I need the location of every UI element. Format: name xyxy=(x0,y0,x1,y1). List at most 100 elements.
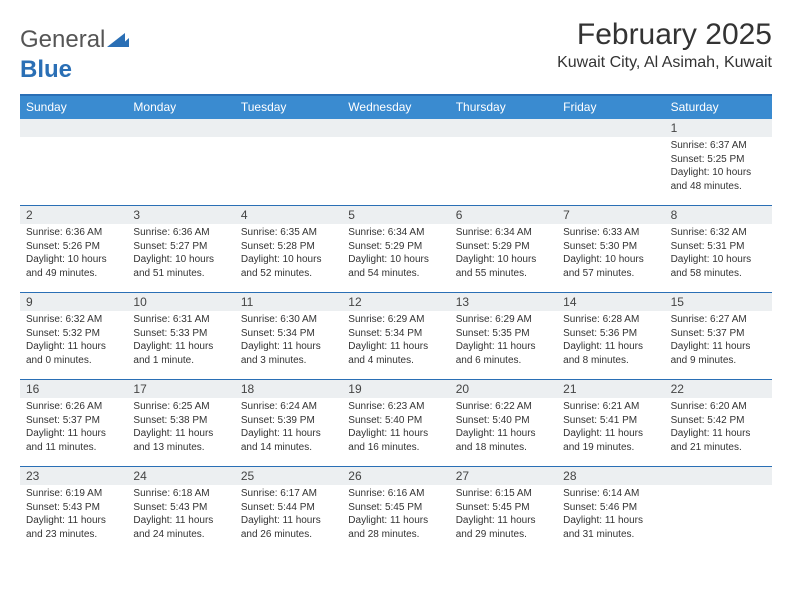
sunrise-text: Sunrise: 6:20 AM xyxy=(671,400,766,414)
sunset-text: Sunset: 5:44 PM xyxy=(241,501,336,515)
day-number-bar: 25 xyxy=(235,467,342,485)
day-number-bar: 21 xyxy=(557,380,664,398)
sunset-text: Sunset: 5:38 PM xyxy=(133,414,228,428)
day-number-bar: 17 xyxy=(127,380,234,398)
day-number-bar xyxy=(20,119,127,137)
day-cell: 19Sunrise: 6:23 AMSunset: 5:40 PMDayligh… xyxy=(342,380,449,466)
sunrise-text: Sunrise: 6:27 AM xyxy=(671,313,766,327)
day-cell: 20Sunrise: 6:22 AMSunset: 5:40 PMDayligh… xyxy=(450,380,557,466)
daylight-text: Daylight: 10 hours and 51 minutes. xyxy=(133,253,228,280)
day-cell: 23Sunrise: 6:19 AMSunset: 5:43 PMDayligh… xyxy=(20,467,127,553)
day-cell: 16Sunrise: 6:26 AMSunset: 5:37 PMDayligh… xyxy=(20,380,127,466)
day-number-bar: 12 xyxy=(342,293,449,311)
sunset-text: Sunset: 5:34 PM xyxy=(348,327,443,341)
day-number-bar: 5 xyxy=(342,206,449,224)
day-number: 16 xyxy=(26,382,121,396)
daylight-text: Daylight: 11 hours and 28 minutes. xyxy=(348,514,443,541)
weeks-grid: 1Sunrise: 6:37 AMSunset: 5:25 PMDaylight… xyxy=(20,119,772,553)
sunset-text: Sunset: 5:34 PM xyxy=(241,327,336,341)
day-number: 26 xyxy=(348,469,443,483)
day-number-bar xyxy=(557,119,664,137)
sunset-text: Sunset: 5:27 PM xyxy=(133,240,228,254)
day-cell: 6Sunrise: 6:34 AMSunset: 5:29 PMDaylight… xyxy=(450,206,557,292)
sunrise-text: Sunrise: 6:33 AM xyxy=(563,226,658,240)
day-number-bar: 15 xyxy=(665,293,772,311)
day-number-bar xyxy=(665,467,772,485)
day-cell xyxy=(127,119,234,205)
sunset-text: Sunset: 5:39 PM xyxy=(241,414,336,428)
day-cell: 26Sunrise: 6:16 AMSunset: 5:45 PMDayligh… xyxy=(342,467,449,553)
sunset-text: Sunset: 5:45 PM xyxy=(348,501,443,515)
sunrise-text: Sunrise: 6:22 AM xyxy=(456,400,551,414)
logo-text-blue: Blue xyxy=(20,56,72,83)
sunset-text: Sunset: 5:33 PM xyxy=(133,327,228,341)
sunrise-text: Sunrise: 6:31 AM xyxy=(133,313,228,327)
day-number: 1 xyxy=(671,121,766,135)
day-cell xyxy=(450,119,557,205)
day-number: 25 xyxy=(241,469,336,483)
day-number-bar: 11 xyxy=(235,293,342,311)
day-cell: 10 Sunrise: 6:31 AMSunset: 5:33 PMDayligh… xyxy=(127,293,234,379)
sunset-text: Sunset: 5:31 PM xyxy=(671,240,766,254)
daylight-text: Daylight: 11 hours and 11 minutes. xyxy=(26,427,121,454)
day-number: 23 xyxy=(26,469,121,483)
sunrise-text: Sunrise: 6:35 AM xyxy=(241,226,336,240)
day-number: 17 xyxy=(133,382,228,396)
day-cell: 7Sunrise: 6:33 AMSunset: 5:30 PMDaylight… xyxy=(557,206,664,292)
daylight-text: Daylight: 11 hours and 14 minutes. xyxy=(241,427,336,454)
month-title: February 2025 xyxy=(557,18,772,52)
day-number-bar: 16 xyxy=(20,380,127,398)
daylight-text: Daylight: 11 hours and 19 minutes. xyxy=(563,427,658,454)
dow-tuesday: Tuesday xyxy=(235,96,342,119)
day-number: 6 xyxy=(456,208,551,222)
dow-monday: Monday xyxy=(127,96,234,119)
day-number: 7 xyxy=(563,208,658,222)
sunset-text: Sunset: 5:35 PM xyxy=(456,327,551,341)
dow-friday: Friday xyxy=(557,96,664,119)
day-cell: 24Sunrise: 6:18 AMSunset: 5:43 PMDayligh… xyxy=(127,467,234,553)
sunrise-text: Sunrise: 6:26 AM xyxy=(26,400,121,414)
day-number-bar: 7 xyxy=(557,206,664,224)
day-cell: 13Sunrise: 6:29 AMSunset: 5:35 PMDayligh… xyxy=(450,293,557,379)
sunrise-text: Sunrise: 6:32 AM xyxy=(26,313,121,327)
day-number-bar: 13 xyxy=(450,293,557,311)
day-cell: 2Sunrise: 6:36 AMSunset: 5:26 PMDaylight… xyxy=(20,206,127,292)
day-cell: 28Sunrise: 6:14 AMSunset: 5:46 PMDayligh… xyxy=(557,467,664,553)
sunrise-text: Sunrise: 6:37 AM xyxy=(671,139,766,153)
day-number-bar: 18 xyxy=(235,380,342,398)
day-cell: 25Sunrise: 6:17 AMSunset: 5:44 PMDayligh… xyxy=(235,467,342,553)
daylight-text: Daylight: 11 hours and 29 minutes. xyxy=(456,514,551,541)
day-number: 10 xyxy=(133,295,228,309)
day-number: 18 xyxy=(241,382,336,396)
daylight-text: Daylight: 10 hours and 54 minutes. xyxy=(348,253,443,280)
day-cell: 1Sunrise: 6:37 AMSunset: 5:25 PMDaylight… xyxy=(665,119,772,205)
daylight-text: Daylight: 11 hours and 18 minutes. xyxy=(456,427,551,454)
sunrise-text: Sunrise: 6:28 AM xyxy=(563,313,658,327)
sunrise-text: Sunrise: 6:18 AM xyxy=(133,487,228,501)
day-cell: 27Sunrise: 6:15 AMSunset: 5:45 PMDayligh… xyxy=(450,467,557,553)
day-number-bar: 14 xyxy=(557,293,664,311)
daylight-text: Daylight: 11 hours and 4 minutes. xyxy=(348,340,443,367)
day-number-bar xyxy=(235,119,342,137)
day-cell: 8Sunrise: 6:32 AMSunset: 5:31 PMDaylight… xyxy=(665,206,772,292)
day-number-bar: 26 xyxy=(342,467,449,485)
sunrise-text: Sunrise: 6:19 AM xyxy=(26,487,121,501)
daylight-text: Daylight: 10 hours and 55 minutes. xyxy=(456,253,551,280)
week-row: 9Sunrise: 6:32 AMSunset: 5:32 PMDaylight… xyxy=(20,293,772,380)
day-cell xyxy=(557,119,664,205)
day-number-bar: 1 xyxy=(665,119,772,137)
daylight-text: Daylight: 10 hours and 48 minutes. xyxy=(671,166,766,193)
day-number: 2 xyxy=(26,208,121,222)
day-number: 15 xyxy=(671,295,766,309)
daylight-text: Daylight: 11 hours and 1 minute. xyxy=(133,340,228,367)
day-cell xyxy=(20,119,127,205)
sunset-text: Sunset: 5:41 PM xyxy=(563,414,658,428)
day-number-bar: 27 xyxy=(450,467,557,485)
sunrise-text: Sunrise: 6:15 AM xyxy=(456,487,551,501)
sunset-text: Sunset: 5:26 PM xyxy=(26,240,121,254)
daylight-text: Daylight: 10 hours and 58 minutes. xyxy=(671,253,766,280)
sunset-text: Sunset: 5:28 PM xyxy=(241,240,336,254)
dow-thursday: Thursday xyxy=(450,96,557,119)
day-cell: 22Sunrise: 6:20 AMSunset: 5:42 PMDayligh… xyxy=(665,380,772,466)
day-number: 19 xyxy=(348,382,443,396)
